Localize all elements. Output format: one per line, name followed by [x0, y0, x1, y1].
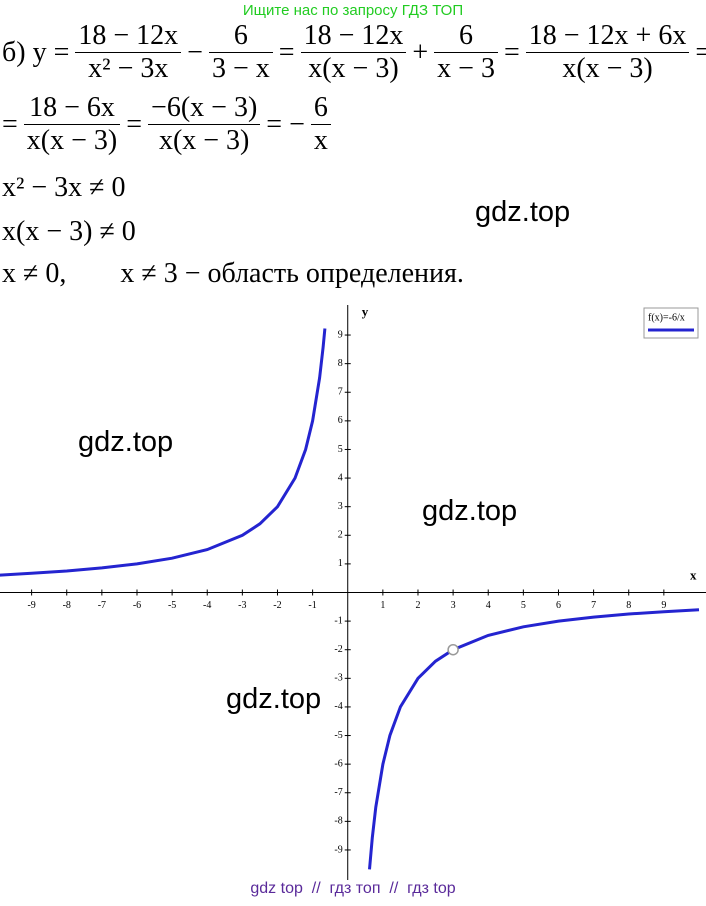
math-text: +	[412, 36, 429, 68]
x-tick-label: -4	[203, 600, 211, 611]
x-tick-label: -5	[168, 600, 176, 611]
y-tick-label: -5	[334, 730, 342, 741]
x-tick-label: 4	[486, 600, 491, 611]
math-line: x² − 3x ≠ 0	[2, 172, 126, 204]
y-tick-label: 4	[338, 472, 343, 483]
math-line: x(x − 3) ≠ 0	[2, 216, 136, 248]
x-tick-label: -6	[133, 600, 141, 611]
watermark: gdz.top	[78, 426, 174, 458]
watermark: gdz.top	[422, 495, 518, 527]
y-tick-label: -1	[334, 615, 342, 626]
x-tick-label: -7	[98, 600, 106, 611]
denominator: x(x − 3)	[26, 125, 118, 156]
math-line: б) y = 18 − 12x x² − 3x −6 3 − x = 18 − 12x x(x…	[2, 20, 706, 85]
y-tick-label: 1	[338, 558, 343, 569]
fraction: 18 − 12x + 6x x(x − 3)	[525, 20, 690, 85]
x-tick-label: 5	[521, 600, 526, 611]
numerator: 18 − 12x + 6x	[525, 20, 690, 53]
y-tick-label: 3	[338, 501, 343, 512]
denominator: x	[313, 125, 328, 156]
watermark: gdz.top	[226, 683, 322, 715]
y-tick-label: -3	[334, 673, 342, 684]
math-text: =	[503, 36, 520, 68]
fraction: 18 − 12x x(x − 3)	[300, 20, 407, 85]
math-text: x² − 3x ≠ 0	[2, 172, 126, 203]
math-text: x ≠ 0,	[2, 258, 67, 289]
function-curve	[0, 328, 700, 870]
x-tick-label: -1	[308, 600, 316, 611]
x-tick-label: 7	[591, 600, 596, 611]
math-line: = 18 − 6x x(x − 3) = −6(x − 3) x(x − 3) = −6 x	[2, 92, 331, 157]
denominator: x² − 3x	[88, 53, 169, 84]
y-tick-label: 9	[338, 329, 343, 340]
footer: gdz top // гдз топ // гдз top	[250, 880, 456, 897]
y-tick-label: -9	[334, 844, 342, 855]
math-text: =	[126, 108, 143, 140]
math-text: x ≠ 3 − область определения.	[120, 258, 464, 289]
y-tick-label: -7	[334, 787, 342, 798]
math-text: = −	[266, 108, 305, 140]
legend-box	[643, 307, 699, 339]
x-tick-label: -9	[27, 600, 35, 611]
denominator: x(x − 3)	[562, 53, 653, 84]
x-tick-label: 2	[415, 600, 420, 611]
y-tick-label: 8	[338, 358, 343, 369]
x-axis-label: x	[690, 567, 697, 582]
x-tick-label: 9	[661, 600, 666, 611]
numerator: 6	[434, 20, 498, 53]
y-tick-label: 7	[338, 387, 343, 398]
x-tick-label: 8	[626, 600, 631, 611]
y-tick-label: 2	[338, 530, 343, 541]
numerator: 6	[208, 20, 273, 53]
x-tick-label: -2	[273, 600, 281, 611]
denominator: 3 − x	[211, 53, 270, 84]
math-text: x(x − 3) ≠ 0	[2, 216, 136, 247]
x-tick-label: -8	[63, 600, 71, 611]
math-text: б) y =	[2, 36, 70, 68]
denominator: x − 3	[437, 53, 495, 84]
y-tick-label: -4	[334, 701, 342, 712]
x-tick-label: 1	[380, 600, 385, 611]
header: Ищите нас по запросу ГДЗ ТОП	[242, 2, 464, 19]
x-tick-label: -3	[238, 600, 246, 611]
numerator: −6(x − 3)	[148, 92, 261, 125]
y-tick-label: -8	[334, 816, 342, 827]
numerator: 18 − 12x	[75, 20, 182, 53]
math-text: =	[278, 36, 295, 68]
excluded-point	[447, 643, 459, 656]
denominator: x(x − 3)	[308, 53, 399, 84]
fraction: −6(x − 3) x(x − 3)	[148, 92, 261, 157]
x-tick-label: 6	[556, 600, 561, 611]
math-line: x ≠ 0, x ≠ 3 − область определения.	[2, 258, 464, 290]
legend-label: f(x)=-6/x	[648, 312, 685, 323]
x-tick-label: 3	[451, 600, 456, 611]
watermark: gdz.top	[475, 196, 571, 228]
math-text: −	[187, 36, 203, 68]
y-axis-label: y	[362, 304, 369, 319]
numerator: 6	[310, 92, 331, 125]
denominator: x(x − 3)	[158, 125, 250, 156]
fraction: 18 − 12x x² − 3x	[75, 20, 182, 85]
y-tick-label: 6	[338, 415, 343, 426]
y-tick-label: 5	[338, 444, 343, 455]
math-text: =	[2, 108, 18, 140]
y-tick-label: -6	[334, 758, 342, 769]
fraction: 18 − 6x x(x − 3)	[23, 92, 121, 157]
numerator: 18 − 12x	[300, 20, 407, 53]
math-text: =	[695, 36, 706, 68]
numerator: 18 − 6x	[23, 92, 121, 125]
y-tick-label: -2	[334, 644, 342, 655]
